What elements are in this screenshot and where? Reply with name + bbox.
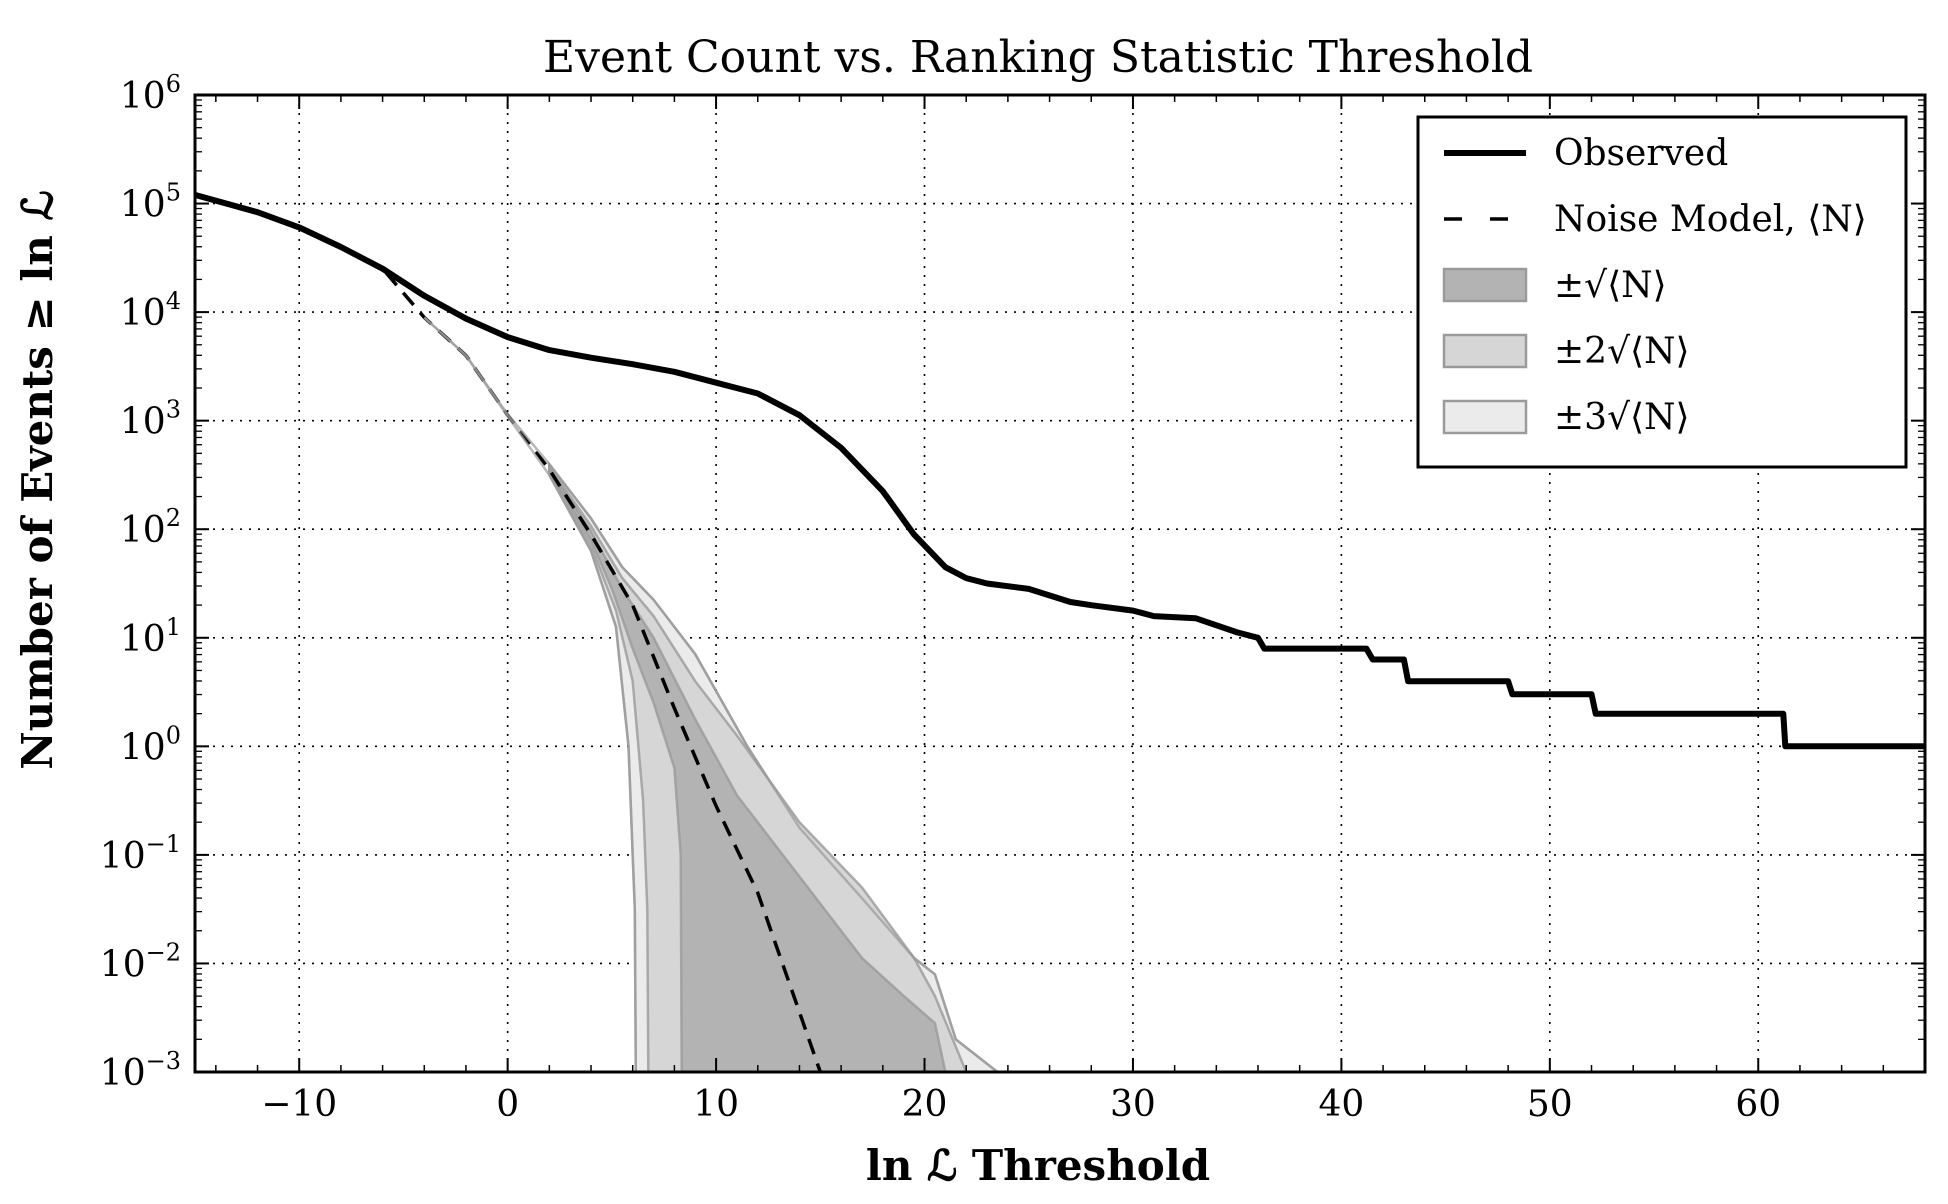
axes-frame: −10 0 10 20 30 40 50 60 10−3 10−2 10−1 100 101 102 103… bbox=[100, 70, 1927, 1125]
x-tick-label: 30 bbox=[1110, 1084, 1156, 1125]
y-tick-label: 102 bbox=[120, 504, 181, 551]
x-tick-label: 10 bbox=[693, 1084, 739, 1125]
y-axis-label: Number of Events ≥ ln ℒ bbox=[13, 190, 62, 769]
y-tick-label: 103 bbox=[120, 396, 181, 443]
y-tick-label: 10−3 bbox=[100, 1047, 181, 1094]
y-tick-label: 104 bbox=[120, 287, 181, 334]
x-tick-label: 0 bbox=[496, 1084, 519, 1125]
legend-label-observed: Observed bbox=[1554, 133, 1728, 174]
legend-entry-band1: ±√⟨N⟩ bbox=[1442, 265, 1667, 306]
legend-label-band2: ±2√⟨N⟩ bbox=[1554, 331, 1690, 372]
legend-swatch-band1 bbox=[1442, 267, 1528, 303]
y-tick-label: 105 bbox=[120, 179, 181, 226]
x-tick-label: 50 bbox=[1527, 1084, 1573, 1125]
legend: Observed Noise Model, ⟨N⟩ ±√⟨N⟩ ±2√⟨N⟩ ±3√⟨N… bbox=[1416, 115, 1908, 469]
x-tick-label: 60 bbox=[1735, 1084, 1781, 1125]
legend-entry-observed: Observed bbox=[1444, 133, 1728, 174]
x-axis-label: ln ℒ Threshold bbox=[866, 1141, 1210, 1190]
series-band-edge-line bbox=[423, 316, 638, 1072]
legend-entry-band3: ±3√⟨N⟩ bbox=[1442, 397, 1690, 438]
legend-label-band3: ±3√⟨N⟩ bbox=[1554, 397, 1690, 438]
series-observed-line bbox=[195, 192, 1925, 750]
legend-label-noise_model: Noise Model, ⟨N⟩ bbox=[1554, 199, 1867, 240]
y-tick-label: 106 bbox=[120, 70, 181, 117]
y-tick-label: 10−2 bbox=[100, 938, 181, 985]
y-tick-label: 101 bbox=[120, 613, 181, 660]
y-tick-label: 100 bbox=[120, 721, 181, 768]
chart-title: Event Count vs. Ranking Statistic Thresh… bbox=[543, 32, 1533, 83]
series-band-edge-line bbox=[423, 316, 999, 1072]
series-noise-model-line bbox=[195, 193, 822, 1072]
x-tick-label: 40 bbox=[1318, 1084, 1364, 1125]
x-tick-label: −10 bbox=[261, 1084, 337, 1125]
legend-swatch-band3 bbox=[1442, 399, 1528, 435]
y-tick-label: 10−1 bbox=[100, 830, 181, 877]
legend-entry-band2: ±2√⟨N⟩ bbox=[1442, 331, 1690, 372]
band-2-sigma bbox=[548, 462, 968, 1072]
legend-entry-noise_model: Noise Model, ⟨N⟩ bbox=[1444, 199, 1867, 240]
x-tick-label: 20 bbox=[902, 1084, 948, 1125]
legend-swatch-band2 bbox=[1442, 333, 1528, 369]
legend-label-band1: ±√⟨N⟩ bbox=[1554, 265, 1667, 306]
plot-border bbox=[193, 93, 1927, 1074]
